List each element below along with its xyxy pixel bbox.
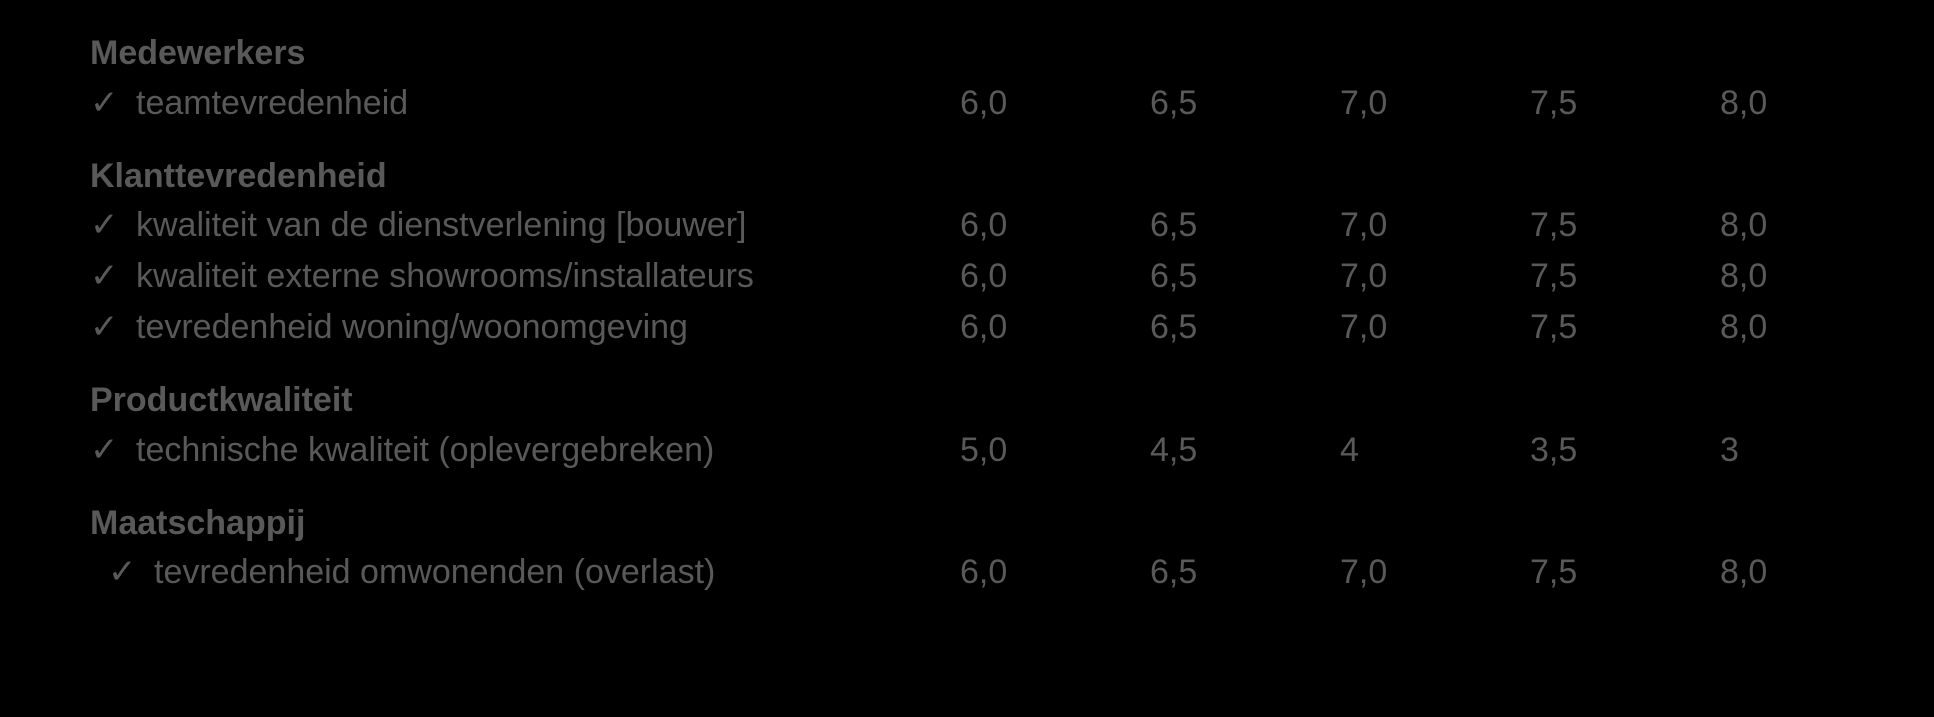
check-icon: ✓ [90,251,136,302]
metric-row: ✓ kwaliteit van de dienstverlening [bouw… [90,200,1874,251]
metric-value: 6,0 [960,547,1150,598]
section-header: Klanttevredenheid [90,153,1874,201]
section-productkwaliteit: Productkwaliteit ✓ technische kwaliteit … [90,377,1874,476]
metric-value: 3,5 [1530,425,1720,476]
metric-label: teamtevredenheid [136,78,408,129]
metric-value: 5,0 [960,425,1150,476]
metric-row: ✓ technische kwaliteit (oplevergebreken)… [90,425,1874,476]
check-icon: ✓ [90,302,136,353]
metric-value: 7,5 [1530,302,1720,353]
metric-value: 8,0 [1720,251,1910,302]
section-maatschappij: Maatschappij ✓ tevredenheid omwonenden (… [90,500,1874,599]
metric-label-cell: ✓ kwaliteit externe showrooms/installate… [90,251,960,302]
check-icon: ✓ [90,547,154,598]
metric-value: 7,0 [1340,251,1530,302]
metric-row: ✓ tevredenheid omwonenden (overlast) 6,0… [90,547,1874,598]
metric-value: 8,0 [1720,200,1910,251]
section-klanttevredenheid: Klanttevredenheid ✓ kwaliteit van de die… [90,153,1874,354]
metric-value: 8,0 [1720,547,1910,598]
metric-value: 4 [1340,425,1530,476]
section-header: Medewerkers [90,30,1874,78]
metric-value: 6,0 [960,200,1150,251]
metric-label: kwaliteit externe showrooms/installateur… [136,251,754,302]
metric-label: tevredenheid woning/woonomgeving [136,302,688,353]
metric-row: ✓ tevredenheid woning/woonomgeving 6,0 6… [90,302,1874,353]
metric-row: ✓ teamtevredenheid 6,0 6,5 7,0 7,5 8,0 [90,78,1874,129]
section-header: Maatschappij [90,500,1874,548]
metric-value: 7,0 [1340,302,1530,353]
metric-value: 7,5 [1530,251,1720,302]
slide-root: Medewerkers ✓ teamtevredenheid 6,0 6,5 7… [0,0,1934,717]
metric-row: ✓ kwaliteit externe showrooms/installate… [90,251,1874,302]
section-header: Productkwaliteit [90,377,1874,425]
metric-label-cell: ✓ technische kwaliteit (oplevergebreken) [90,425,960,476]
metric-value: 7,5 [1530,200,1720,251]
metric-value: 6,0 [960,302,1150,353]
metric-value: 6,5 [1150,302,1340,353]
metric-label: technische kwaliteit (oplevergebreken) [136,425,714,476]
metric-value: 4,5 [1150,425,1340,476]
metric-value: 6,5 [1150,251,1340,302]
check-icon: ✓ [90,425,136,476]
metric-value: 6,5 [1150,78,1340,129]
check-icon: ✓ [90,200,136,251]
metric-label: kwaliteit van de dienstverlening [bouwer… [136,200,746,251]
metric-value: 7,0 [1340,200,1530,251]
metric-value: 7,5 [1530,78,1720,129]
metric-label-cell: ✓ tevredenheid woning/woonomgeving [90,302,960,353]
metric-value: 6,0 [960,251,1150,302]
metric-label-cell: ✓ teamtevredenheid [90,78,960,129]
metric-value: 6,5 [1150,200,1340,251]
metric-label: tevredenheid omwonenden (overlast) [154,547,715,598]
metric-label-cell: ✓ kwaliteit van de dienstverlening [bouw… [90,200,960,251]
metric-value: 6,5 [1150,547,1340,598]
metric-label-cell: ✓ tevredenheid omwonenden (overlast) [90,547,960,598]
metric-value: 6,0 [960,78,1150,129]
metric-value: 8,0 [1720,302,1910,353]
metric-value: 8,0 [1720,78,1910,129]
section-medewerkers: Medewerkers ✓ teamtevredenheid 6,0 6,5 7… [90,30,1874,129]
check-icon: ✓ [90,78,136,129]
metric-value: 3 [1720,425,1910,476]
metric-value: 7,0 [1340,78,1530,129]
metric-value: 7,5 [1530,547,1720,598]
metric-value: 7,0 [1340,547,1530,598]
